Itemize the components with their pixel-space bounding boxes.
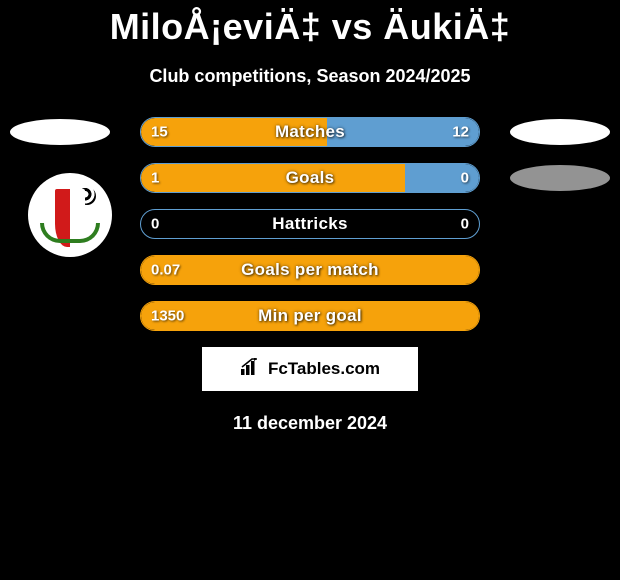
badge-inner (34, 179, 106, 251)
player-right-pill-1 (510, 119, 610, 145)
logo-text: FcTables.com (268, 359, 380, 379)
page-title: MiloÅ¡eviÄ‡ vs ÄukiÄ‡ (0, 0, 620, 48)
stat-bar: 10Goals (140, 163, 480, 193)
bar-label: Hattricks (141, 214, 479, 234)
stat-bar: 1350Min per goal (140, 301, 480, 331)
bar-label: Min per goal (141, 306, 479, 326)
player-left-pill-1 (10, 119, 110, 145)
date-label: 11 december 2024 (0, 413, 620, 434)
bar-chart-icon (240, 358, 262, 381)
stat-bar: 1512Matches (140, 117, 480, 147)
fctables-logo[interactable]: FcTables.com (202, 347, 418, 391)
player-right-pill-2 (510, 165, 610, 191)
stat-bar: 0.07Goals per match (140, 255, 480, 285)
badge-wreath-icon (40, 223, 100, 243)
stats-area: 1512Matches 10Goals 00Hattricks 0.07Goals p… (0, 117, 620, 331)
subtitle: Club competitions, Season 2024/2025 (0, 66, 620, 87)
bar-label: Matches (141, 122, 479, 142)
club-badge-left (28, 173, 112, 257)
comparison-bars: 1512Matches 10Goals 00Hattricks 0.07Goals p… (140, 117, 480, 331)
stat-bar: 00Hattricks (140, 209, 480, 239)
bar-label: Goals per match (141, 260, 479, 280)
bar-label: Goals (141, 168, 479, 188)
